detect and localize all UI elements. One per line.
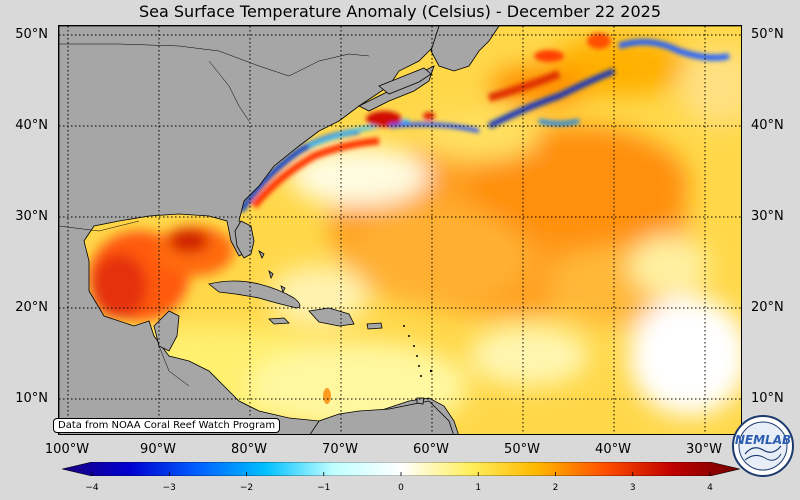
- cuba-land: [208, 280, 301, 309]
- lon-label-80w: 80°W: [231, 442, 267, 457]
- colorbar-tick-label: −3: [162, 483, 176, 493]
- lat-label-40-left: 40°N: [15, 118, 48, 133]
- political-borders: [59, 43, 370, 387]
- colorbar-tick-label: 3: [629, 483, 636, 493]
- jamaica-land: [268, 317, 290, 325]
- lon-label-40w: 40°W: [595, 442, 631, 457]
- florida-land: [234, 220, 255, 259]
- land-masses: [59, 26, 741, 434]
- puerto-rico-land: [366, 322, 383, 330]
- colorbar: [62, 462, 740, 476]
- lon-label-90w: 90°W: [140, 442, 176, 457]
- lat-label-40-right: 40°N: [751, 118, 784, 133]
- map-title: Sea Surface Temperature Anomaly (Celsius…: [139, 2, 661, 21]
- lat-label-10-left: 10°N: [15, 391, 48, 406]
- colorbar-tick-label: 0: [398, 483, 404, 493]
- lon-label-30w: 30°W: [686, 442, 722, 457]
- logo-text: NEMLAB: [735, 433, 791, 447]
- colorbar-tick-label: −2: [239, 483, 254, 493]
- gulf-warm-anomaly: [89, 226, 234, 321]
- graticule: [59, 26, 741, 434]
- lat-label-30-left: 30°N: [15, 209, 48, 224]
- gulf-stream-features: [238, 33, 730, 213]
- colorbar-tick-label: 1: [475, 483, 482, 493]
- lat-label-50-left: 50°N: [15, 27, 48, 42]
- lat-label-50-right: 50°N: [751, 27, 784, 42]
- colorbar-tick-label: 4: [707, 483, 713, 493]
- colorbar-ticks: [91, 472, 711, 476]
- lon-label-60w: 60°W: [413, 442, 449, 457]
- south-america-land: [309, 400, 454, 434]
- lon-label-100w: 100°W: [44, 442, 90, 457]
- data-credit: Data from NOAA Coral Reef Watch Program: [53, 418, 281, 433]
- nova-scotia-land: [378, 67, 432, 95]
- lat-label-20-left: 20°N: [15, 300, 48, 315]
- colorbar-tick-label: 2: [552, 483, 559, 493]
- colorbar-tick-label: −1: [317, 483, 331, 493]
- colorbar-gradient: [62, 462, 740, 476]
- hispaniola-land: [308, 307, 355, 327]
- sst-anomaly-map: [58, 25, 742, 435]
- lon-label-50w: 50°W: [504, 442, 540, 457]
- lake-maracaibo: [323, 388, 331, 404]
- trinidad-land: [416, 397, 425, 405]
- lon-label-70w: 70°W: [322, 442, 358, 457]
- newfoundland-land: [430, 26, 500, 72]
- lat-label-30-right: 30°N: [751, 209, 784, 224]
- bahamas-land: [258, 250, 286, 294]
- colorbar-tick-label: −4: [85, 483, 99, 493]
- nemlab-logo: NEMLAB: [732, 415, 794, 477]
- lat-label-10-right: 10°N: [751, 391, 784, 406]
- lat-label-20-right: 20°N: [751, 300, 784, 315]
